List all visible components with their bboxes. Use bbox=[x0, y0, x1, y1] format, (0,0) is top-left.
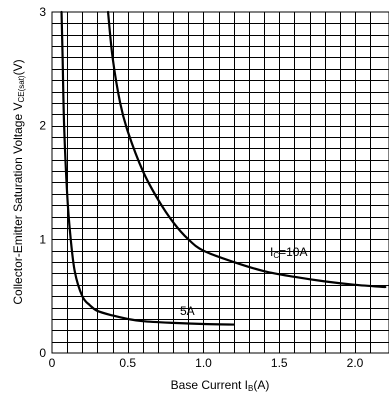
y-tick-label: 0 bbox=[39, 346, 46, 360]
x-tick-label: 0 bbox=[49, 356, 56, 370]
y-tick-label: 1 bbox=[39, 232, 46, 246]
y-tick-label: 2 bbox=[39, 119, 46, 133]
y-tick-label: 3 bbox=[39, 5, 46, 19]
tick-labels: 0 0.5 1.0 1.5 2.0 0 1 2 3 bbox=[39, 5, 363, 370]
series-layer bbox=[60, 10, 387, 326]
y-axis-title: Collector-Emitter Saturation Voltage VCE… bbox=[11, 59, 26, 304]
series-10a-line bbox=[106, 10, 387, 289]
x-tick-label: 1.5 bbox=[271, 356, 288, 370]
x-axis-title: Base Current IB(A) bbox=[171, 378, 270, 393]
x-tick-label: 1.0 bbox=[195, 356, 212, 370]
grid bbox=[52, 12, 389, 353]
series-5a-line bbox=[60, 10, 235, 326]
x-tick-label: 0.5 bbox=[119, 356, 136, 370]
x-tick-label: 2.0 bbox=[347, 356, 364, 370]
series-label-10a: IC=10A bbox=[270, 245, 307, 260]
plot-frame bbox=[51, 11, 389, 354]
series-label-5a: 5A bbox=[180, 304, 195, 318]
